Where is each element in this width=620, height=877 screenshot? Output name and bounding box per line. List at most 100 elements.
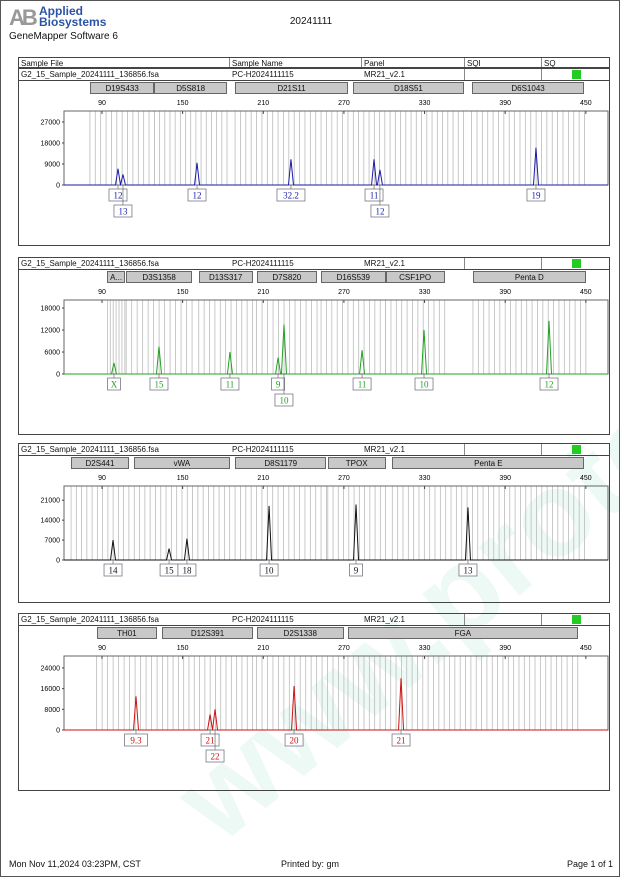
col-sqi: SQI — [467, 59, 481, 68]
y-tick-label: 27000 — [41, 119, 61, 126]
sample-file: G2_15_Sample_20241111_136856.fsa — [21, 445, 159, 454]
allele-call-box — [539, 377, 559, 391]
x-tick-label: 270 — [338, 100, 350, 107]
electropherogram-plot: 90 150 210 270 330 390 450 0 7000 14000 21000 14 15 1… — [41, 475, 609, 577]
marker-pentae[interactable]: Penta E — [392, 457, 585, 469]
sample-row: G2_15_Sample_20241111_136856.fsa PC-H202… — [19, 258, 609, 270]
allele-call-label: 12 — [375, 207, 384, 217]
allele-call-box — [103, 563, 123, 577]
x-tick-label: 150 — [177, 100, 189, 107]
x-tick-label: 330 — [419, 100, 431, 107]
plot-frame — [63, 655, 609, 731]
marker-d6s1043[interactable]: D6S1043 — [471, 82, 585, 94]
page-number: Page 1 of 1 — [566, 859, 613, 869]
sample-name: PC-H2024111115 — [232, 445, 294, 454]
allele-call-box — [187, 188, 207, 202]
allele-call-box — [259, 563, 279, 577]
allele-call-box — [349, 563, 363, 577]
allele-call-label: 32.2 — [283, 191, 299, 201]
marker-tpox[interactable]: TPOX — [327, 457, 386, 469]
marker-d7s820[interactable]: D7S820 — [256, 271, 318, 283]
allele-call-label: 15 — [154, 380, 164, 390]
marker-d16s539[interactable]: D16S539 — [321, 271, 386, 283]
report-title: 20241111 — [289, 16, 333, 27]
allele-call-box — [276, 188, 306, 202]
sample-name: PC-H2024111115 — [232, 615, 294, 624]
marker-d2s441[interactable]: D2S441 — [71, 457, 129, 469]
col-sq: SQ — [544, 59, 556, 68]
allele-call-label: 12 — [193, 191, 202, 201]
allele-call-label: 18 — [182, 566, 192, 576]
allele-call-box — [526, 188, 546, 202]
applied-biosystems-logo: AB Applied Biosystems — [9, 4, 107, 30]
allele-call-box — [108, 188, 128, 202]
y-tick-label: 0 — [56, 372, 60, 379]
allele-call-label: 22 — [211, 752, 220, 762]
y-tick-label: 0 — [56, 183, 60, 190]
x-tick-label: 390 — [499, 475, 511, 482]
marker-d5s818[interactable]: D5S818 — [154, 82, 227, 94]
marker-fga[interactable]: FGA — [347, 627, 578, 639]
x-tick-label: 90 — [98, 289, 106, 296]
y-tick-label: 24000 — [41, 665, 61, 672]
signal-trace — [64, 320, 608, 375]
allele-call-label: 21 — [397, 736, 406, 746]
x-tick-label: 270 — [338, 289, 350, 296]
y-tick-label: 6000 — [44, 350, 60, 357]
plot-frame — [63, 485, 609, 561]
marker-d13s317[interactable]: D13S317 — [198, 271, 253, 283]
allele-call-box — [107, 377, 121, 391]
x-tick-label: 390 — [499, 289, 511, 296]
signal-trace — [64, 504, 608, 561]
marker-d19s433[interactable]: D19S433 — [89, 82, 155, 94]
sq-status-indicator — [572, 70, 581, 79]
allele-call-label: 13 — [463, 566, 473, 576]
printed-by: Printed by: gm — [281, 859, 340, 869]
marker-d2s1338[interactable]: D2S1338 — [256, 627, 344, 639]
marker-pentad[interactable]: Penta D — [472, 271, 586, 283]
marker-a[interactable]: A... — [107, 271, 125, 283]
marker-d21s11[interactable]: D21S11 — [235, 82, 348, 94]
x-tick-label: 270 — [338, 475, 350, 482]
marker-d3s1358[interactable]: D3S1358 — [126, 271, 193, 283]
marker-csf1po[interactable]: CSF1PO — [385, 271, 445, 283]
x-tick-label: 450 — [580, 645, 592, 652]
allele-call-box — [364, 188, 384, 202]
x-tick-label: 90 — [98, 100, 106, 107]
sample-file: G2_15_Sample_20241111_136856.fsa — [21, 70, 159, 79]
col-panel: Panel — [364, 59, 385, 68]
marker-d18s51[interactable]: D18S51 — [353, 82, 464, 94]
allele-call-label: 11 — [226, 380, 235, 390]
x-tick-label: 450 — [580, 289, 592, 296]
allele-call-label: 11 — [370, 191, 379, 201]
allele-call-box — [220, 377, 240, 391]
x-tick-label: 270 — [338, 645, 350, 652]
marker-vwa[interactable]: vWA — [134, 457, 230, 469]
allele-call-box — [271, 377, 285, 391]
y-tick-label: 12000 — [41, 328, 61, 335]
allele-call-label: X — [111, 380, 118, 390]
electropherogram-panel: G2_15_Sample_20241111_136856.fsa PC-H202… — [18, 613, 610, 791]
marker-d12s391[interactable]: D12S391 — [162, 627, 253, 639]
allele-call-label: 9 — [354, 566, 359, 576]
allele-call-box — [274, 393, 294, 407]
x-tick-label: 150 — [177, 289, 189, 296]
allele-call-label: 11 — [358, 380, 367, 390]
allele-call-box — [414, 377, 434, 391]
x-tick-label: 210 — [257, 289, 269, 296]
software-name: GeneMapper Software 6 — [9, 31, 118, 42]
marker-th01[interactable]: TH01 — [96, 627, 158, 639]
allele-call-box — [124, 733, 148, 747]
sample-file: G2_15_Sample_20241111_136856.fsa — [21, 259, 159, 268]
marker-d8s1179[interactable]: D8S1179 — [235, 457, 327, 469]
y-tick-label: 14000 — [41, 518, 61, 525]
sq-status-indicator — [572, 259, 581, 268]
x-tick-label: 150 — [177, 645, 189, 652]
allele-call-label: 14 — [109, 566, 119, 576]
allele-call-box — [458, 563, 478, 577]
signal-trace — [64, 678, 608, 731]
panel-name: MR21_v2.1 — [364, 70, 405, 79]
allele-call-label: 10 — [265, 566, 275, 576]
col-sample-file: Sample File — [21, 59, 64, 68]
y-tick-label: 8000 — [44, 707, 60, 714]
